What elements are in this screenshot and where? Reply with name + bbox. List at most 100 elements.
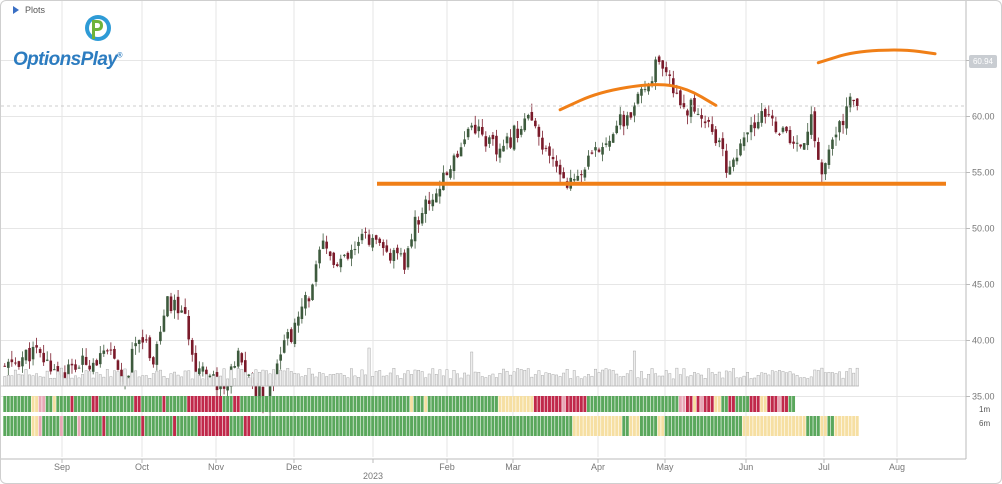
volume-bar [190, 378, 194, 387]
signal-cell-6m [717, 416, 721, 436]
candle-body [360, 233, 364, 241]
signal-cell-6m [102, 416, 106, 436]
signal-cell-1m [484, 396, 488, 412]
volume-bar [746, 372, 749, 387]
signal-cell-6m [848, 416, 852, 436]
signal-cell-1m [332, 396, 336, 412]
signal-cell-1m [540, 396, 544, 412]
signal-cell-6m [777, 416, 781, 436]
signal-cell-6m [703, 416, 707, 436]
volume-bar [774, 371, 778, 387]
volume-bar [587, 374, 590, 387]
signal-cell-6m [555, 416, 559, 436]
signal-cell-6m [448, 416, 452, 436]
signal-cell-6m [431, 416, 435, 436]
signal-cell-6m [201, 416, 205, 436]
volume-bar [417, 370, 421, 387]
y-tick-label: 40.00 [972, 336, 995, 346]
volume-bar [88, 370, 92, 387]
candle-body [562, 172, 565, 179]
x-tick-label: Oct [135, 462, 150, 472]
candle-body [668, 74, 672, 76]
candle-body [580, 174, 583, 176]
signal-cell-6m [622, 416, 626, 436]
signal-cell-6m [45, 416, 49, 436]
signal-cell-1m [293, 396, 297, 412]
signal-cell-1m [494, 396, 498, 412]
signal-cell-1m [49, 396, 53, 412]
resistance-arc-annotation [816, 48, 937, 65]
candle-body [84, 356, 88, 365]
signal-cell-6m [537, 416, 541, 436]
volume-bar [537, 370, 541, 387]
signal-cell-6m [254, 416, 258, 436]
volume-bar [703, 378, 707, 387]
signal-cell-1m [357, 396, 360, 412]
signal-cell-6m [441, 416, 445, 436]
signal-cell-1m [576, 396, 580, 412]
candle-body [233, 366, 236, 368]
signal-cell-6m [399, 416, 403, 436]
signal-cell-1m [296, 396, 300, 412]
candle-body [201, 366, 205, 372]
signal-cell-6m [756, 416, 760, 436]
signal-cell-1m [176, 396, 180, 412]
x-tick-label: May [656, 462, 674, 472]
candle-body [834, 134, 838, 138]
signal-cell-6m [20, 416, 24, 436]
signal-cell-1m [346, 396, 350, 412]
volume-bar [541, 375, 544, 387]
volume-bar [59, 367, 63, 387]
signal-cell-1m [682, 396, 686, 412]
candle-body [484, 136, 488, 147]
candle-body [113, 348, 116, 359]
signal-cell-6m [289, 416, 293, 436]
signal-cell-1m [28, 396, 31, 412]
signal-cell-1m [349, 396, 353, 412]
signal-cell-6m [70, 416, 74, 436]
signal-cell-6m [767, 416, 771, 436]
signal-cell-6m [601, 416, 605, 436]
candle-body [799, 144, 802, 147]
signal-cell-6m [597, 416, 601, 436]
volume-bar [120, 376, 123, 387]
volume-bar [304, 375, 307, 387]
volume-bar [374, 371, 378, 387]
signal-cell-6m [498, 416, 502, 436]
candle-body [742, 137, 746, 147]
signal-cell-6m [134, 416, 138, 436]
signal-cell-6m [714, 416, 718, 436]
volume-bar [480, 376, 484, 387]
signal-cell-6m [360, 416, 364, 436]
candle-body [282, 340, 286, 353]
signal-cell-1m [328, 396, 332, 412]
signal-cell-6m [300, 416, 304, 436]
candle-body [753, 122, 756, 129]
candle-body [714, 129, 718, 144]
signal-cell-1m [406, 396, 410, 412]
signal-cell-6m [813, 416, 817, 436]
volume-bar [222, 368, 226, 387]
signal-cell-1m [162, 396, 166, 412]
volume-bar [173, 371, 176, 387]
volume-bar [640, 371, 643, 387]
candle-body [243, 360, 247, 376]
volume-bar [601, 369, 604, 387]
volume-bar [696, 373, 700, 387]
signal-cell-1m [314, 396, 318, 412]
candle-body [353, 249, 357, 251]
candle-body [597, 149, 601, 152]
candle-body [74, 364, 77, 370]
signal-cell-6m [286, 416, 290, 436]
plots-toggle[interactable]: Plots [13, 5, 45, 15]
signal-cell-6m [130, 416, 134, 436]
signal-cell-6m [151, 416, 155, 436]
volume-bar [403, 373, 406, 387]
signal-cell-1m [88, 396, 92, 412]
candle-body [845, 106, 848, 129]
signal-cell-1m [173, 396, 177, 412]
candle-body [371, 237, 374, 248]
volume-bar [247, 377, 251, 387]
volume-bar [820, 367, 824, 387]
signal-cell-6m [35, 416, 39, 436]
